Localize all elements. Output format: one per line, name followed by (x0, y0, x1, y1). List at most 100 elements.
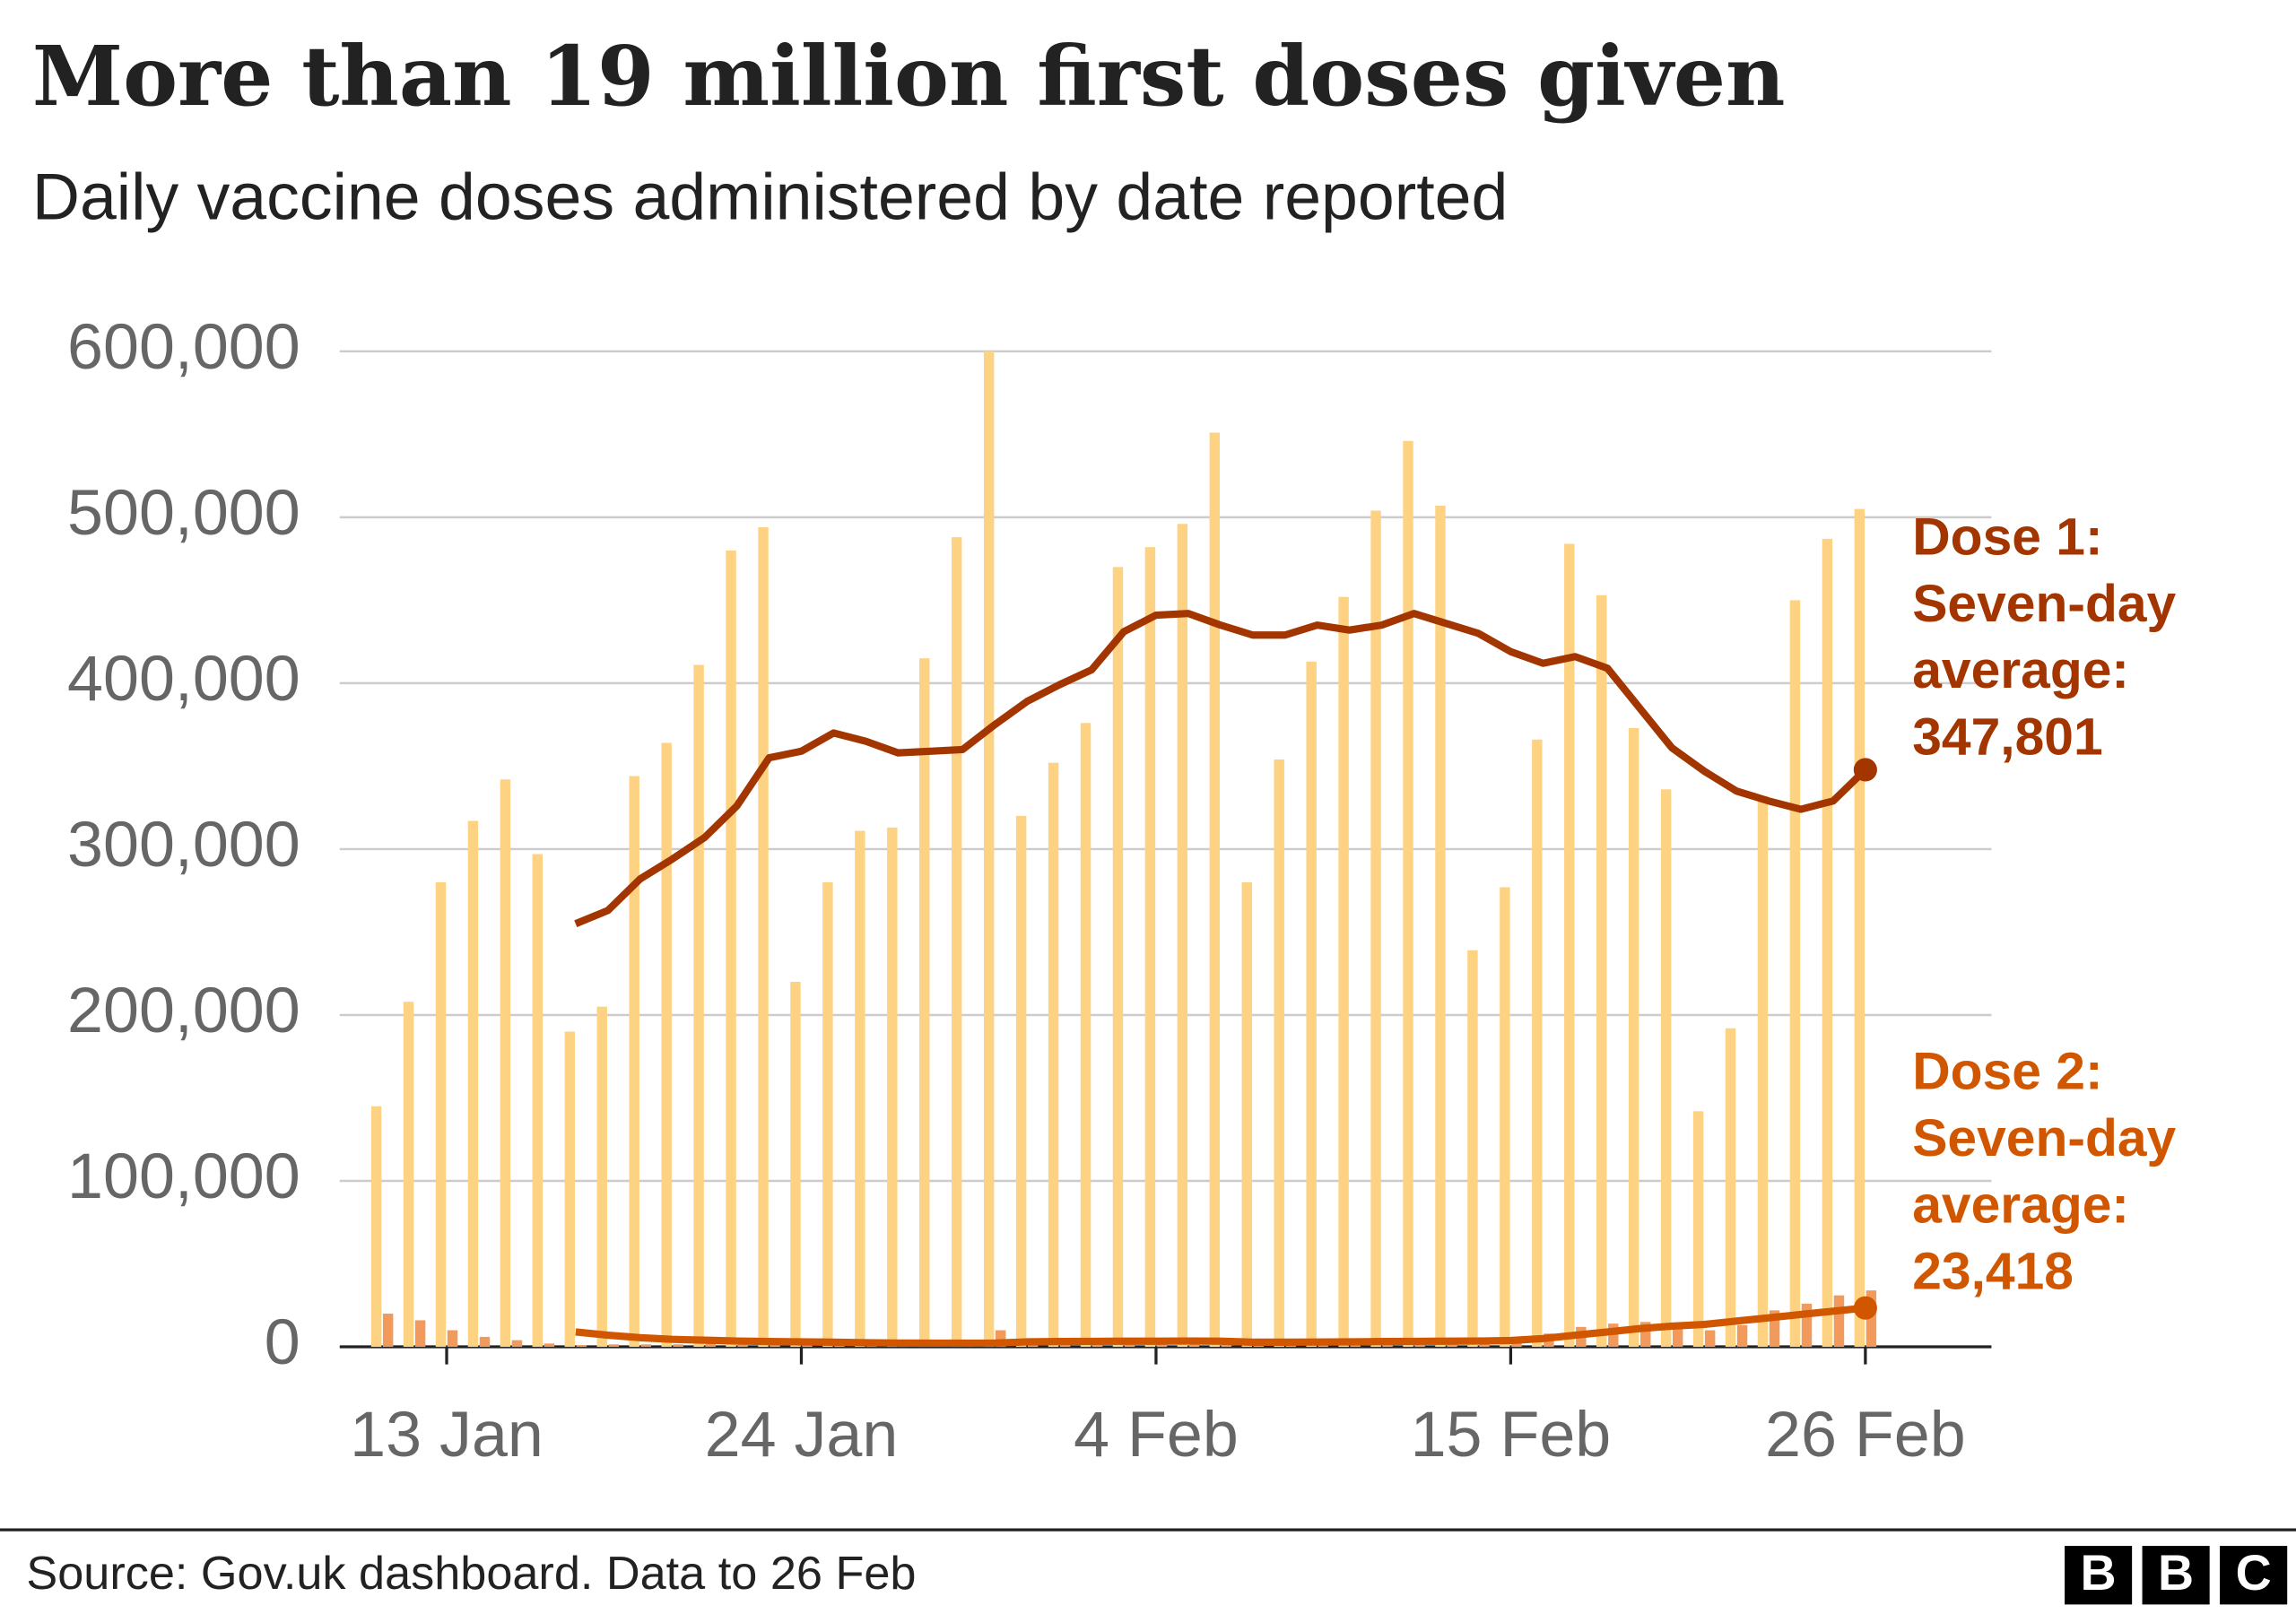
bar (576, 1345, 587, 1348)
annotation: Seven-day (1912, 1109, 2176, 1167)
y-tick-label: 100,000 (67, 1141, 300, 1212)
logo-letter: B (2081, 1545, 2117, 1601)
bar (382, 1314, 394, 1348)
bar (1338, 596, 1349, 1348)
logo-letter: C (2236, 1545, 2272, 1601)
bar (435, 881, 447, 1348)
bar (1608, 1323, 1619, 1348)
bar (887, 827, 898, 1348)
bar (822, 881, 833, 1348)
bar (1854, 508, 1866, 1348)
bar (1833, 1295, 1845, 1348)
logo-letter: B (2158, 1545, 2194, 1601)
bar (1692, 1111, 1704, 1348)
bar (1209, 432, 1221, 1348)
bar (564, 1031, 576, 1348)
bar (1564, 543, 1575, 1348)
bar (737, 1343, 748, 1348)
bar (1435, 505, 1446, 1348)
logo-box (2142, 1546, 2210, 1605)
bar (1640, 1322, 1651, 1348)
bar (500, 779, 511, 1348)
bar (673, 1344, 683, 1348)
bar (758, 526, 769, 1348)
bar (1241, 881, 1252, 1348)
source: Source: Gov.uk dashboard. Data to 26 Feb (26, 1548, 916, 1600)
bar (802, 1344, 813, 1348)
bar (790, 981, 801, 1348)
bar (705, 1343, 716, 1348)
bar (1789, 600, 1801, 1348)
bar (1048, 762, 1059, 1348)
bar (1822, 538, 1833, 1348)
bar (467, 820, 479, 1348)
bar (1532, 739, 1543, 1348)
bar (511, 1340, 523, 1348)
y-tick-label: 200,000 (67, 975, 300, 1046)
x-tick-label: 4 Feb (1074, 1399, 1239, 1471)
bar (1801, 1303, 1813, 1348)
bar (1866, 1290, 1877, 1348)
annotation: Dose 1: (1912, 508, 2102, 567)
annotation: average: (1912, 1176, 2129, 1234)
bar (1736, 1324, 1748, 1348)
bar (726, 550, 736, 1348)
end-dot (1853, 758, 1877, 782)
bar (640, 1344, 651, 1348)
y-tick-label: 0 (265, 1306, 300, 1378)
bar (983, 351, 995, 1348)
value-label: 23,418 (1912, 1243, 2074, 1301)
bar (855, 830, 865, 1348)
y-tick-label: 300,000 (67, 809, 300, 881)
y-tick-label: 500,000 (67, 477, 300, 549)
bar (1596, 594, 1607, 1348)
x-tick-label: 13 Jan (350, 1399, 544, 1471)
end-dot (1853, 1296, 1877, 1320)
bar (661, 742, 672, 1348)
bar (403, 1002, 414, 1348)
bar (629, 776, 639, 1348)
bar (693, 664, 704, 1348)
bar (1500, 887, 1510, 1348)
annotation: Dose 2: (1912, 1043, 2102, 1101)
bar (1757, 795, 1769, 1348)
bar (608, 1344, 620, 1348)
bar (1672, 1323, 1683, 1348)
bar (596, 1006, 607, 1348)
bar (951, 537, 962, 1348)
value-label: 347,801 (1912, 707, 2102, 766)
average-line (575, 1304, 1866, 1348)
bar (919, 658, 930, 1348)
y-tick-label: 600,000 (67, 311, 300, 383)
bar (447, 1330, 458, 1348)
bar (1660, 789, 1672, 1348)
annotation: Seven-day (1912, 575, 2176, 633)
chart-title: More than 19 million first doses given (32, 28, 1786, 125)
annotation: average: (1912, 641, 2129, 699)
bar (370, 1106, 382, 1348)
bar (532, 854, 544, 1348)
bar (479, 1336, 491, 1348)
bar (1306, 661, 1317, 1348)
bar (1112, 567, 1124, 1348)
logo-box (2065, 1546, 2133, 1605)
y-tick-label: 400,000 (67, 643, 300, 715)
chart-subtitle: Daily vaccine doses administered by date… (32, 160, 1508, 234)
logo-box (2220, 1546, 2288, 1605)
bar (544, 1343, 555, 1348)
bar (1015, 815, 1027, 1348)
bar (996, 1330, 1006, 1348)
bar (1769, 1310, 1780, 1348)
bar (1382, 1343, 1393, 1348)
average-line (574, 610, 1868, 927)
bar (1370, 510, 1381, 1348)
x-tick-label: 26 Feb (1765, 1399, 1966, 1471)
bar (1144, 547, 1156, 1348)
bar (1467, 950, 1478, 1348)
bar (1274, 759, 1284, 1348)
bar (1725, 1028, 1736, 1348)
bar (1704, 1330, 1716, 1348)
bar (1403, 440, 1413, 1348)
